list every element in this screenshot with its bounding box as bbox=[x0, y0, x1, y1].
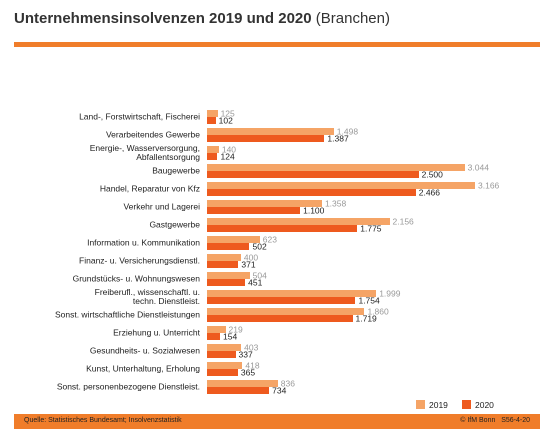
category-label: Erziehung u. Unterricht bbox=[113, 327, 200, 338]
bar bbox=[207, 333, 221, 340]
bar bbox=[207, 182, 475, 189]
value-label: 219 bbox=[228, 324, 243, 334]
bar bbox=[207, 315, 353, 322]
bar bbox=[207, 135, 325, 142]
bar bbox=[207, 279, 246, 286]
value-label: 836 bbox=[280, 378, 295, 388]
bar bbox=[207, 164, 465, 171]
bar bbox=[207, 326, 226, 333]
value-label: 365 bbox=[240, 367, 256, 377]
value-label: 140 bbox=[221, 144, 237, 154]
category-label: Finanz- u. Versicherungsdienstl. bbox=[79, 255, 200, 266]
bar bbox=[207, 146, 219, 153]
category-label: Sonst. personenbezogene Dienstleist. bbox=[56, 381, 200, 392]
bar bbox=[207, 171, 419, 178]
value-label: 403 bbox=[244, 342, 259, 352]
legend-label: 2019 bbox=[429, 400, 448, 410]
bar bbox=[207, 387, 270, 394]
value-label: 2.500 bbox=[421, 169, 443, 179]
value-label: 371 bbox=[241, 259, 256, 269]
bar bbox=[207, 225, 358, 232]
legend-swatch bbox=[462, 400, 471, 409]
value-label: 418 bbox=[245, 360, 260, 370]
bar bbox=[207, 297, 356, 304]
category-label: Energie-, Wasserversorgung, Abfallentsor… bbox=[89, 143, 200, 162]
category-label: Freiberufl., wissenschaftl. u. techn. Di… bbox=[94, 287, 200, 306]
category-label: Verkehr und Lagerei bbox=[123, 201, 200, 212]
value-label: 1.754 bbox=[358, 295, 380, 305]
bar bbox=[207, 207, 301, 214]
value-label: 734 bbox=[272, 385, 287, 395]
bar bbox=[207, 308, 365, 315]
category-label: Gesundheits- u. Sozialwesen bbox=[89, 345, 200, 356]
value-label: 451 bbox=[248, 277, 263, 287]
bar bbox=[207, 362, 243, 369]
bar bbox=[207, 380, 278, 387]
title-row: Unternehmensinsolvenzen 2019 und 2020 (B… bbox=[14, 10, 390, 27]
category-label: Verarbeitendes Gewerbe bbox=[105, 129, 200, 140]
bar bbox=[207, 243, 250, 250]
value-label: 154 bbox=[223, 331, 238, 341]
category-label: Land-, Forstwirtschaft, Fischerei bbox=[79, 111, 200, 122]
bar bbox=[207, 344, 242, 351]
value-label: 1.100 bbox=[303, 205, 325, 215]
category-label: Baugewerbe bbox=[152, 165, 200, 176]
bar bbox=[207, 218, 390, 225]
value-label: 1.387 bbox=[327, 133, 349, 143]
value-label: 623 bbox=[262, 234, 277, 244]
bar bbox=[207, 369, 238, 376]
value-label: 1.498 bbox=[336, 126, 359, 136]
bar bbox=[207, 236, 260, 243]
category-label: Information u. Kommunikation bbox=[87, 237, 200, 248]
value-label: 3.166 bbox=[478, 180, 500, 190]
category-label: Kunst, Unterhaltung, Erholung bbox=[86, 363, 200, 374]
legend-label: 2020 bbox=[475, 400, 494, 410]
bar bbox=[207, 200, 322, 207]
value-label: 504 bbox=[252, 270, 267, 280]
category-label: Grundstücks- u. Wohnungswesen bbox=[72, 273, 200, 284]
bar bbox=[207, 117, 216, 124]
value-label: 124 bbox=[220, 151, 235, 161]
value-label: 1.719 bbox=[355, 313, 377, 323]
value-label: 125 bbox=[220, 108, 235, 118]
bar bbox=[207, 153, 218, 160]
value-label: 337 bbox=[238, 349, 253, 359]
value-label: 1.775 bbox=[360, 223, 382, 233]
title-rule bbox=[14, 42, 540, 47]
source: Quelle: Statistisches Bundesamt; Insolve… bbox=[24, 417, 182, 424]
value-label: 3.044 bbox=[467, 162, 489, 172]
legend-swatch bbox=[416, 400, 425, 409]
bar bbox=[207, 272, 250, 279]
value-label: 1.358 bbox=[324, 198, 347, 208]
bar bbox=[207, 189, 416, 196]
credit: © IfM Bonn S56-4-20 bbox=[460, 417, 530, 424]
bar bbox=[207, 290, 377, 297]
value-label: 400 bbox=[243, 252, 259, 262]
value-label: 2.156 bbox=[392, 216, 414, 226]
footer-band: Quelle: Statistisches Bundesamt; Insolve… bbox=[14, 414, 540, 429]
category-label: Gastgewerbe bbox=[149, 219, 200, 230]
value-label: 1.860 bbox=[367, 306, 389, 316]
bar bbox=[207, 110, 218, 117]
chart-title: Unternehmensinsolvenzen 2019 und 2020 bbox=[14, 10, 312, 27]
category-label: Sonst. wirtschaftliche Dienstleistungen bbox=[54, 309, 200, 320]
bar bbox=[207, 254, 241, 261]
category-label: Handel, Reparatur von Kfz bbox=[99, 183, 200, 194]
value-label: 102 bbox=[218, 115, 233, 125]
chart-subtitle: (Branchen) bbox=[315, 10, 390, 27]
bar bbox=[207, 261, 239, 268]
value-label: 2.466 bbox=[418, 187, 441, 197]
bar bbox=[207, 351, 236, 358]
bar bbox=[207, 128, 334, 135]
value-label: 1.999 bbox=[379, 288, 401, 298]
value-label: 502 bbox=[252, 241, 267, 251]
